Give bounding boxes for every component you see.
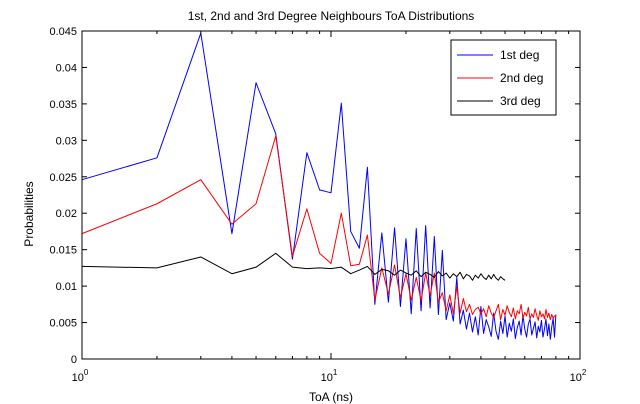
- legend: 1st deg 2nd deg 3rd deg: [450, 39, 557, 116]
- x-tick-label: 102: [570, 368, 587, 384]
- y-tick-label: 0: [71, 354, 77, 366]
- legend-label-1: 1st deg: [500, 48, 539, 62]
- y-tick-label: 0.015: [49, 245, 77, 257]
- y-axis-label: Probabilities: [22, 181, 36, 246]
- y-tick-label: 0.01: [56, 281, 77, 293]
- y-tick-label: 0.02: [56, 208, 77, 220]
- y-tick-label: 0.025: [49, 172, 77, 184]
- y-tick-label: 0.005: [49, 318, 77, 330]
- chart-title: 1st, 2nd and 3rd Degree Neighbours ToA D…: [188, 9, 475, 23]
- y-tick-label: 0.04: [56, 62, 77, 74]
- series-layer: [81, 32, 557, 340]
- y-tick-label: 0.03: [56, 135, 77, 147]
- x-axis-label: ToA (ns): [309, 390, 353, 404]
- y-tick-label: 0.035: [49, 99, 77, 111]
- y-tick-label: 0.045: [49, 26, 77, 38]
- series-line-1: [81, 32, 557, 340]
- series-line-3: [81, 252, 506, 281]
- legend-label-2: 2nd deg: [500, 71, 543, 85]
- legend-label-3: 3rd deg: [500, 94, 541, 108]
- series-line-2: [81, 135, 557, 321]
- x-tick-label: 101: [321, 368, 338, 384]
- x-tick-label: 100: [72, 368, 89, 384]
- axes-layer: 0 0.005 0.01 0.015 0.02 0.025 0.03 0.035 0.04 0.0…: [49, 26, 586, 384]
